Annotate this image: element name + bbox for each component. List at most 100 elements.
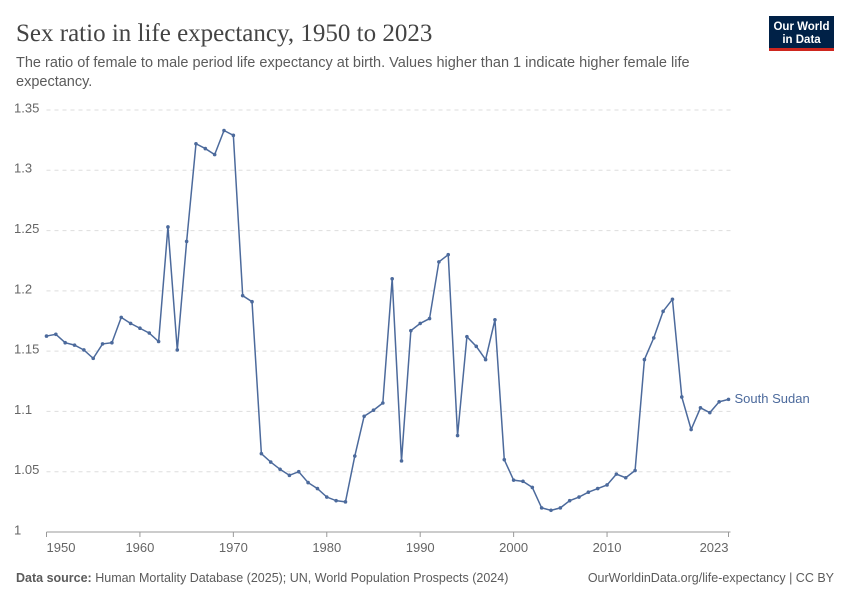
- point: [91, 356, 96, 361]
- point: [493, 317, 497, 322]
- point: [166, 225, 170, 229]
- y-tick-label: 1.35: [14, 100, 39, 115]
- point: [511, 478, 516, 482]
- x-tick-label: 2023: [700, 540, 729, 555]
- point: [296, 469, 301, 474]
- x-tick-label: 1970: [219, 540, 248, 555]
- point: [549, 508, 553, 513]
- point: [455, 433, 460, 438]
- point: [371, 408, 376, 413]
- point: [418, 321, 422, 326]
- point: [203, 146, 208, 151]
- chart-subtitle: The ratio of female to male period life …: [16, 55, 690, 71]
- point: [306, 480, 310, 485]
- point: [409, 328, 413, 333]
- point: [259, 451, 264, 456]
- point: [577, 495, 581, 499]
- point: [100, 342, 105, 346]
- y-tick-label: 1.1: [14, 402, 32, 417]
- y-tick-label: 1.3: [14, 161, 32, 176]
- point: [278, 467, 282, 472]
- point: [194, 141, 198, 146]
- point: [184, 239, 189, 244]
- point: [399, 459, 404, 463]
- point: [231, 133, 236, 138]
- point: [212, 152, 217, 157]
- source-label: Data source:: [16, 571, 92, 585]
- x-tick-label: 1950: [47, 540, 76, 555]
- point: [268, 460, 273, 464]
- x-tick-label: 2000: [499, 540, 528, 555]
- point: [633, 468, 637, 473]
- x-tick-label: 2010: [593, 540, 622, 555]
- point: [72, 343, 77, 347]
- point: [362, 414, 366, 419]
- point: [698, 406, 703, 410]
- point: [63, 340, 67, 345]
- source-text: Human Mortality Database (2025); UN, Wor…: [95, 571, 508, 585]
- point: [465, 334, 469, 339]
- point: [240, 293, 245, 298]
- point: [427, 316, 432, 321]
- point: [156, 339, 161, 344]
- point: [595, 486, 600, 491]
- point: [726, 397, 731, 402]
- point: [446, 252, 451, 257]
- point: [110, 340, 114, 345]
- x-tick-label: 1990: [406, 540, 435, 555]
- point: [539, 506, 544, 510]
- logo-text: in Data: [782, 34, 821, 46]
- link[interactable]: OurWorldinData.org/life-expectancy | CC …: [588, 571, 835, 585]
- logo-text: Our World: [773, 21, 829, 33]
- point: [530, 485, 535, 490]
- point: [343, 500, 348, 504]
- point: [119, 315, 124, 320]
- y-tick-label: 1: [14, 522, 21, 537]
- point: [390, 277, 394, 281]
- point: [614, 472, 619, 476]
- logo[interactable]: Our World in Data: [769, 16, 834, 51]
- point: [623, 475, 628, 480]
- x-tick-label: 1980: [312, 540, 341, 555]
- point: [175, 348, 180, 352]
- line: [46, 129, 729, 512]
- point: [651, 336, 656, 340]
- point: [437, 260, 441, 264]
- series-label: South Sudan: [735, 391, 810, 406]
- point: [717, 399, 721, 404]
- point: [222, 128, 226, 133]
- point: [586, 490, 591, 495]
- logo-bar: [769, 48, 834, 51]
- point: [521, 479, 525, 484]
- point: [689, 427, 693, 432]
- point: [642, 357, 647, 362]
- y-tick-label: 1.05: [14, 462, 39, 477]
- point: [250, 299, 254, 304]
- point: [324, 495, 329, 499]
- point: [558, 506, 563, 510]
- point: [708, 410, 712, 415]
- point: [138, 326, 142, 331]
- logo-box: [769, 16, 834, 51]
- chart-subtitle: expectancy.: [16, 74, 92, 90]
- point: [381, 401, 385, 405]
- point: [474, 344, 479, 349]
- y-tick-label: 1.15: [14, 342, 39, 357]
- point: [334, 498, 338, 503]
- point: [54, 332, 58, 337]
- point: [287, 473, 292, 478]
- point: [128, 321, 133, 326]
- x-tick-label: 1960: [125, 540, 154, 555]
- point: [483, 357, 488, 362]
- point: [679, 395, 684, 399]
- point: [44, 334, 49, 338]
- point: [315, 486, 320, 491]
- chart-title: Sex ratio in life expectancy, 1950 to 20…: [16, 20, 432, 47]
- y-tick-label: 1.25: [14, 221, 39, 236]
- point: [147, 331, 152, 335]
- source: Data source: Human Mortality Database (2…: [16, 571, 508, 585]
- point: [567, 498, 572, 503]
- point: [353, 454, 357, 458]
- point: [605, 483, 609, 487]
